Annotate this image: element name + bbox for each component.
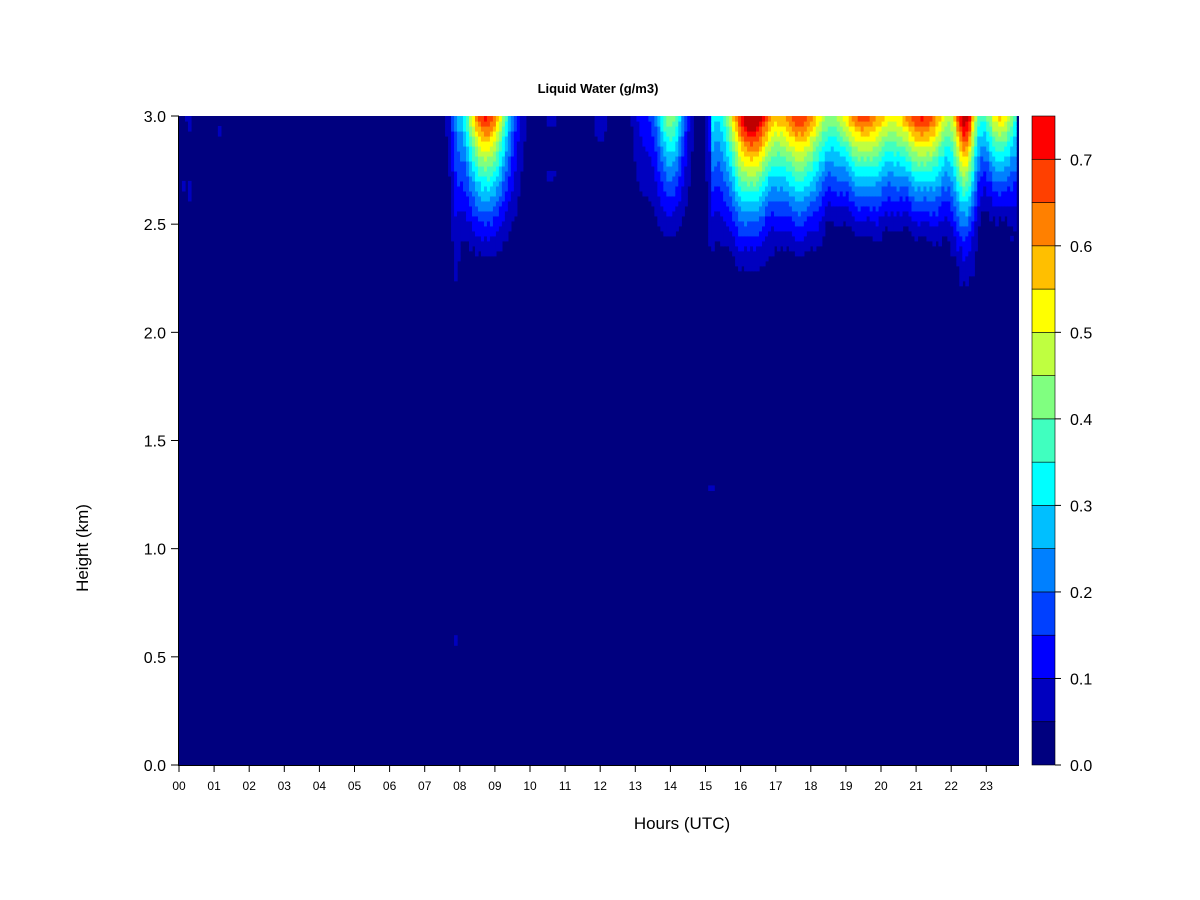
- x-tick-label: 04: [313, 779, 327, 793]
- x-tick-label: 11: [559, 779, 572, 793]
- y-tick-label: 2.5: [144, 217, 166, 234]
- x-tick-label: 22: [945, 779, 959, 793]
- colorbar-segment: [1031, 418, 1056, 463]
- colorbar-segment: [1031, 288, 1056, 333]
- x-tick-label: 18: [804, 779, 818, 793]
- y-tick-label: 2.0: [144, 325, 166, 342]
- x-tick-label: 12: [594, 779, 608, 793]
- x-tick-label: 02: [243, 779, 257, 793]
- y-tick-label: 3.0: [144, 109, 166, 126]
- x-axis-title: Hours (UTC): [634, 814, 730, 833]
- y-axis-title: Height (km): [73, 504, 92, 592]
- x-tick-label: 15: [699, 779, 713, 793]
- heatmap-field: [179, 116, 1019, 765]
- x-tick-label: 00: [172, 779, 186, 793]
- colorbar-segment: [1031, 721, 1056, 766]
- x-tick-label: 20: [874, 779, 888, 793]
- x-tick-label: 19: [839, 779, 853, 793]
- colorbar-ticks: 0.0 0.1 0.2 0.3 0.4 0.5 0.6 0.7: [1055, 152, 1092, 775]
- colorbar-tick-label: 0.6: [1070, 239, 1092, 256]
- colorbar-tick-label: 0.7: [1070, 152, 1092, 169]
- y-tick-label: 0.0: [144, 758, 166, 775]
- x-tick-label: 08: [453, 779, 467, 793]
- colorbar-segment: [1031, 245, 1056, 290]
- x-tick-label: 07: [418, 779, 432, 793]
- colorbar-tick-label: 0.4: [1070, 412, 1092, 429]
- colorbar-segment: [1031, 332, 1056, 376]
- x-tick-label: 21: [909, 779, 923, 793]
- x-tick-label: 17: [769, 779, 783, 793]
- x-tick-label: 01: [207, 779, 221, 793]
- colorbar-segment: [1031, 115, 1056, 160]
- colorbar-segment: [1031, 678, 1056, 723]
- x-tick-label: 03: [278, 779, 292, 793]
- colorbar-tick-label: 0.0: [1070, 758, 1092, 775]
- y-axis-ticks: 0.0 0.5 1.0 1.5 2.0 2.5 3.0: [144, 109, 179, 775]
- colorbar-segment: [1031, 202, 1056, 247]
- colorbar-segment: [1031, 158, 1056, 203]
- colorbar-tick-label: 0.2: [1070, 585, 1092, 602]
- x-tick-label: 16: [734, 779, 748, 793]
- colorbar-tick-label: 0.5: [1070, 325, 1092, 342]
- chart-title: Liquid Water (g/m3): [538, 81, 659, 96]
- colorbar-segment: [1031, 634, 1056, 679]
- x-tick-label: 05: [348, 779, 362, 793]
- colorbar-tick-label: 0.3: [1070, 498, 1092, 515]
- colorbar-segment: [1031, 461, 1056, 506]
- colorbar-tick-label: 0.1: [1070, 671, 1092, 688]
- colorbar: [1031, 115, 1056, 766]
- x-tick-label: 06: [383, 779, 397, 793]
- y-tick-label: 0.5: [144, 650, 166, 667]
- colorbar-segment: [1031, 505, 1056, 549]
- colorbar-segment: [1031, 375, 1056, 420]
- colorbar-segment: [1031, 591, 1056, 636]
- colorbar-segment: [1031, 548, 1056, 593]
- x-tick-label: 14: [664, 779, 678, 793]
- y-tick-label: 1.0: [144, 542, 166, 559]
- x-tick-label: 10: [523, 779, 537, 793]
- x-tick-label: 09: [488, 779, 502, 793]
- x-tick-label: 23: [980, 779, 994, 793]
- y-tick-label: 1.5: [144, 434, 166, 451]
- x-axis-ticks: 00 01 02 03 04 05 06 07 08 09 10 11 12 13 14 15 16 17 18 19…: [172, 765, 993, 793]
- x-tick-label: 13: [629, 779, 643, 793]
